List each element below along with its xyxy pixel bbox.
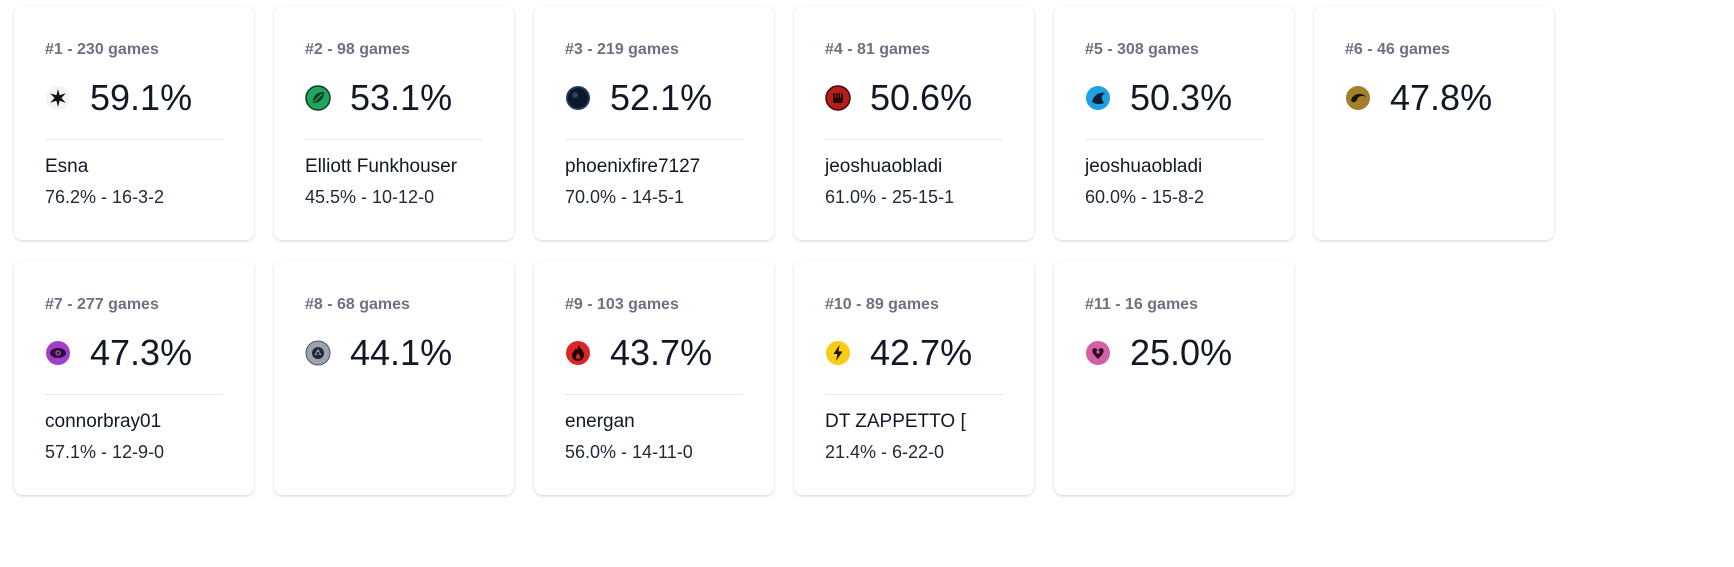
card-divider	[1085, 139, 1263, 140]
stat-card[interactable]: #2 - 98 games 53.1% Elliott Funkhouser 45.5…	[274, 6, 514, 240]
stat-card[interactable]: #1 - 230 games 59.1% Esna 76.2% - 16-3-2	[14, 6, 254, 240]
top-player-record: 60.0% - 15-8-2	[1085, 187, 1205, 207]
stat-card[interactable]: #10 - 89 games 42.7% DT ZAPPETTO [ 21.4% - …	[794, 261, 1034, 495]
stat-card[interactable]: #4 - 81 games 50.6% jeoshuaobladi 61.0% - 2…	[794, 6, 1034, 240]
top-player-name[interactable]: phoenixfire7127	[565, 156, 701, 177]
dark-orb-icon	[565, 85, 591, 111]
stats-grid: #1 - 230 games 59.1% Esna 76.2% - 16-3-2 #2 …	[14, 6, 1554, 495]
rank-games-label: #1 - 230 games	[45, 41, 159, 58]
stat-card[interactable]: #8 - 68 games 44.1%	[274, 261, 514, 495]
top-player-name[interactable]: DT ZAPPETTO [	[825, 411, 966, 432]
card-divider	[565, 394, 743, 395]
gold-dragon-icon	[1345, 85, 1371, 111]
rank-games-label: #7 - 277 games	[45, 296, 159, 313]
win-rate-row: 47.8%	[1345, 74, 1523, 122]
rank-games-label: #9 - 103 games	[565, 296, 679, 313]
top-player-name[interactable]: connorbray01	[45, 411, 162, 432]
win-rate-percentage: 53.1%	[350, 77, 453, 118]
win-rate-row: 50.6%	[825, 74, 1003, 122]
rank-games-label: #11 - 16 games	[1085, 296, 1198, 313]
top-player-record: 70.0% - 14-5-1	[565, 187, 685, 207]
top-player-record: 76.2% - 16-3-2	[45, 187, 165, 207]
purple-eye-icon	[45, 340, 71, 366]
yellow-lightning-icon	[825, 340, 851, 366]
win-rate-percentage: 25.0%	[1130, 332, 1233, 373]
win-rate-percentage: 50.3%	[1130, 77, 1233, 118]
rank-games-label: #6 - 46 games	[1345, 41, 1450, 58]
rank-games-label: #5 - 308 games	[1085, 41, 1199, 58]
rank-games-label: #4 - 81 games	[825, 41, 930, 58]
top-player-record: 57.1% - 12-9-0	[45, 442, 165, 462]
top-player-name[interactable]: jeoshuaobladi	[1085, 156, 1203, 177]
blue-water-icon	[1085, 85, 1111, 111]
stat-card[interactable]: #6 - 46 games 47.8%	[1314, 6, 1554, 240]
top-player-name[interactable]: Elliott Funkhouser	[305, 156, 458, 177]
win-rate-percentage: 47.8%	[1390, 77, 1493, 118]
win-rate-row: 59.1%	[45, 74, 223, 122]
win-rate-row: 47.3%	[45, 329, 223, 377]
top-player-name[interactable]: Esna	[45, 156, 89, 177]
win-rate-row: 50.3%	[1085, 74, 1263, 122]
red-fist-icon	[825, 85, 851, 111]
win-rate-row: 44.1%	[305, 329, 483, 377]
win-rate-row: 52.1%	[565, 74, 743, 122]
win-rate-percentage: 47.3%	[90, 332, 193, 373]
stat-card[interactable]: #11 - 16 games 25.0%	[1054, 261, 1294, 495]
rank-games-label: #8 - 68 games	[305, 296, 410, 313]
win-rate-percentage: 42.7%	[870, 332, 973, 373]
top-player-record: 56.0% - 14-11-0	[565, 442, 693, 462]
card-divider	[45, 394, 223, 395]
gray-metal-icon	[305, 340, 331, 366]
stat-card[interactable]: #5 - 308 games 50.3% jeoshuaobladi 60.0% - …	[1054, 6, 1294, 240]
top-player-name[interactable]: energan	[565, 411, 635, 432]
win-rate-percentage: 43.7%	[610, 332, 713, 373]
card-divider	[305, 139, 483, 140]
win-rate-row: 42.7%	[825, 329, 1003, 377]
win-rate-percentage: 52.1%	[610, 77, 713, 118]
rank-games-label: #3 - 219 games	[565, 41, 679, 58]
win-rate-percentage: 50.6%	[870, 77, 973, 118]
card-divider	[565, 139, 743, 140]
win-rate-percentage: 59.1%	[90, 77, 193, 118]
card-divider	[825, 139, 1003, 140]
top-player-record: 21.4% - 6-22-0	[825, 442, 945, 462]
win-rate-row: 25.0%	[1085, 329, 1263, 377]
top-player-record: 45.5% - 10-12-0	[305, 187, 435, 207]
pink-fairy-icon	[1085, 340, 1111, 366]
card-divider	[825, 394, 1003, 395]
rank-games-label: #2 - 98 games	[305, 41, 410, 58]
stat-card[interactable]: #3 - 219 games 52.1% phoenixfire7127 70.0% …	[534, 6, 774, 240]
red-fire-icon	[565, 340, 591, 366]
white-star-icon	[45, 85, 71, 111]
rank-games-label: #10 - 89 games	[825, 296, 939, 313]
top-player-name[interactable]: jeoshuaobladi	[825, 156, 943, 177]
win-rate-row: 53.1%	[305, 74, 483, 122]
card-divider	[45, 139, 223, 140]
stat-card[interactable]: #9 - 103 games 43.7% energan 56.0% - 14-11-…	[534, 261, 774, 495]
green-leaf-icon	[305, 85, 331, 111]
top-player-record: 61.0% - 25-15-1	[825, 187, 955, 207]
win-rate-row: 43.7%	[565, 329, 743, 377]
stat-card[interactable]: #7 - 277 games 47.3% connorbray01 57.1% - 1…	[14, 261, 254, 495]
win-rate-percentage: 44.1%	[350, 332, 453, 373]
